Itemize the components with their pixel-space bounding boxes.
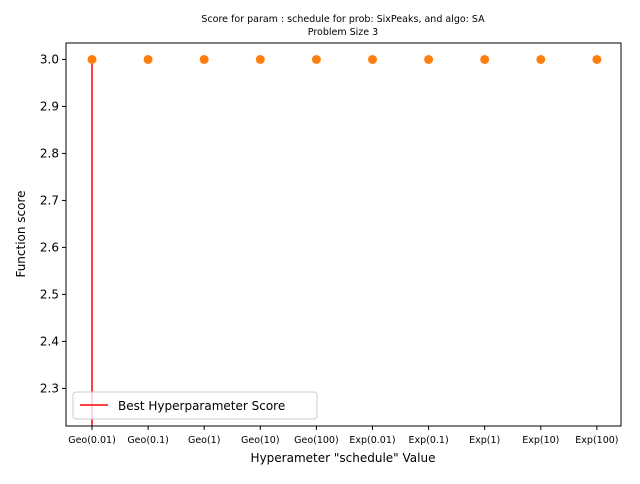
- y-tick-label: 2.9: [40, 99, 59, 113]
- x-tick-label: Exp(10): [522, 435, 559, 446]
- data-point: [311, 54, 321, 64]
- x-tick-label: Geo(1): [188, 435, 220, 446]
- data-point: [368, 54, 377, 64]
- y-axis-ticks: 2.3 2.4 2.5 2.6 2.7 2.8 2.9 3.0: [40, 52, 66, 395]
- x-tick-label: Geo(0.01): [68, 435, 116, 446]
- legend-box: [72, 391, 318, 420]
- data-points: [87, 54, 602, 64]
- x-axis-ticks: Geo(0.01) Geo(0.1) Geo(1) Geo(10) Geo(100) Ex…: [68, 426, 619, 446]
- y-tick-label: 2.5: [40, 287, 59, 301]
- y-tick-label: 2.6: [40, 240, 59, 254]
- x-tick-label: Geo(100): [294, 435, 339, 446]
- data-point: [143, 54, 153, 64]
- x-tick-label: Exp(0.1): [409, 435, 449, 446]
- data-point: [87, 54, 97, 64]
- x-tick-label: Exp(0.01): [349, 435, 395, 446]
- legend: Best Hyperparameter Score: [72, 391, 318, 420]
- y-tick-label: 2.7: [40, 193, 59, 207]
- data-point: [424, 54, 434, 64]
- data-point: [199, 54, 209, 64]
- data-point: [536, 54, 546, 64]
- x-axis-label: Hyperameter "schedule" Value: [251, 451, 436, 465]
- chart-title-line1: Score for param : schedule for prob: Six…: [201, 14, 485, 25]
- data-point: [255, 54, 265, 64]
- x-tick-label: Geo(0.1): [127, 435, 169, 446]
- y-tick-label: 2.8: [40, 146, 59, 160]
- y-axis-label: Function score: [14, 190, 28, 277]
- data-point: [592, 54, 602, 64]
- data-point: [480, 54, 490, 64]
- x-tick-label: Exp(100): [575, 435, 618, 446]
- legend-label: Best Hyperparameter Score: [118, 399, 285, 413]
- y-tick-label: 2.3: [40, 381, 59, 395]
- y-tick-label: 3.0: [40, 52, 59, 66]
- x-tick-label: Exp(1): [469, 435, 500, 446]
- x-tick-label: Geo(10): [241, 435, 280, 446]
- plot-area-frame: [65, 42, 622, 427]
- y-tick-label: 2.4: [40, 334, 59, 348]
- chart-title-line2: Problem Size 3: [308, 27, 378, 38]
